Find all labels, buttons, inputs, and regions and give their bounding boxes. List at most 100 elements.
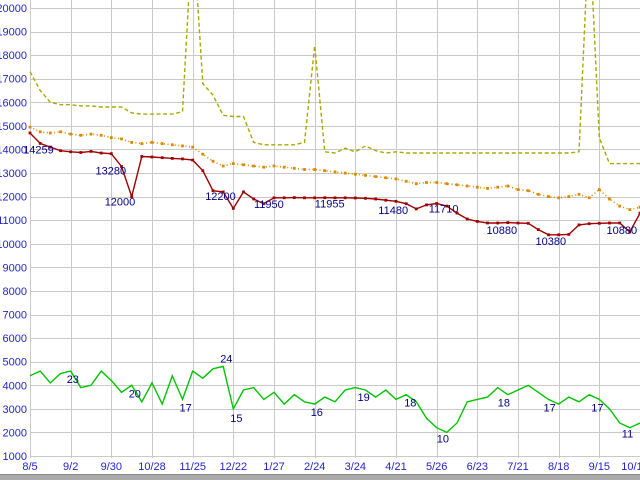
data-point-marker	[394, 177, 398, 181]
data-point-marker	[282, 196, 286, 200]
point-label: 11	[622, 429, 633, 441]
data-point-marker	[455, 183, 459, 187]
point-label: 14259	[23, 144, 54, 156]
x-tick-label: 8/18	[548, 461, 569, 473]
y-tick-label: 2000	[3, 427, 27, 439]
y-tick-label: 6000	[3, 333, 27, 345]
x-tick-label: 9/30	[101, 461, 122, 473]
data-point-marker	[242, 163, 245, 167]
data-point-marker	[252, 164, 256, 168]
data-point-marker	[628, 208, 632, 211]
data-point-marker	[221, 164, 225, 168]
y-tick-label: 20000	[0, 3, 27, 15]
data-point-marker	[323, 169, 327, 173]
data-point-marker	[414, 182, 418, 186]
data-point-marker	[557, 196, 561, 200]
data-point-marker	[28, 131, 32, 135]
point-label: 18	[404, 398, 416, 410]
data-point-marker	[353, 196, 357, 200]
data-point-marker	[404, 179, 408, 183]
data-point-marker	[455, 211, 459, 215]
series-green-solid	[29, 365, 640, 434]
data-point-marker	[160, 156, 164, 160]
data-point-marker	[272, 196, 276, 200]
data-point-marker	[120, 165, 123, 168]
data-point-marker	[577, 192, 581, 196]
x-tick-label: 5/26	[426, 461, 447, 473]
y-tick-label: 5000	[3, 357, 27, 369]
point-label: 11480	[378, 205, 408, 217]
y-tick-label: 14000	[0, 145, 27, 157]
x-tick-label: 4/21	[385, 461, 406, 473]
data-point-marker	[221, 190, 225, 194]
data-point-marker	[89, 132, 93, 136]
data-point-marker	[465, 184, 469, 188]
data-point-marker	[140, 155, 144, 158]
point-label: 18	[498, 398, 510, 410]
point-label: 17	[180, 402, 192, 414]
data-point-marker	[587, 222, 591, 226]
y-tick-label: 16000	[0, 97, 27, 109]
data-point-marker	[374, 175, 378, 178]
data-point-marker	[608, 221, 611, 225]
point-label: 17	[591, 402, 603, 414]
data-point-marker	[292, 166, 296, 170]
data-point-marker	[313, 196, 317, 200]
data-point-marker	[618, 221, 622, 225]
data-point-marker	[140, 142, 144, 145]
y-tick-label: 1000	[3, 451, 27, 463]
data-point-marker	[384, 198, 388, 202]
data-point-marker	[79, 151, 83, 154]
data-point-marker	[109, 152, 113, 156]
x-tick-label: 10/28	[138, 461, 166, 473]
y-tick-label: 18000	[0, 50, 27, 62]
data-point-marker	[343, 196, 347, 200]
data-point-marker	[303, 196, 306, 200]
point-label: 20	[129, 388, 141, 400]
data-point-marker	[150, 141, 154, 144]
data-point-marker	[69, 150, 73, 154]
data-point-marker	[435, 202, 439, 205]
point-label: 15	[230, 413, 242, 425]
data-point-marker	[191, 158, 195, 162]
data-point-marker	[170, 157, 174, 160]
y-tick-label: 19000	[0, 27, 27, 39]
data-point-marker	[353, 172, 357, 176]
x-tick-label: 2/24	[304, 461, 325, 473]
y-tick-label: 4000	[3, 380, 27, 392]
data-point-marker	[394, 199, 398, 203]
y-tick-label: 9000	[3, 262, 27, 274]
data-point-marker	[536, 228, 540, 231]
y-tick-label: 11000	[0, 215, 27, 227]
data-point-marker	[99, 151, 103, 155]
x-tick-label: 11/25	[179, 461, 206, 473]
data-point-marker	[516, 221, 520, 225]
point-label: 11950	[254, 199, 284, 211]
data-point-marker	[506, 184, 510, 188]
x-tick-label: 10/13	[621, 461, 640, 473]
data-point-marker	[384, 176, 388, 180]
data-point-marker	[38, 142, 42, 145]
series-red-solid	[28, 131, 640, 237]
data-point-marker	[445, 182, 449, 186]
data-point-marker	[181, 144, 184, 148]
data-point-marker	[211, 189, 215, 193]
x-tick-label: 9/15	[589, 461, 610, 473]
x-tick-label: 8/5	[22, 461, 37, 473]
data-point-marker	[597, 188, 601, 191]
y-tick-label: 7000	[3, 310, 27, 322]
point-label: 12000	[105, 197, 136, 209]
data-point-marker	[231, 207, 235, 210]
data-point-marker	[323, 196, 327, 200]
data-point-marker	[496, 221, 500, 225]
data-point-marker	[587, 196, 591, 200]
data-point-marker	[150, 155, 154, 159]
data-point-marker	[181, 157, 184, 161]
bottom-edge-bar	[0, 474, 640, 480]
y-axis-labels: 20000 19000 18000 17000 16000 15000 14000 13000…	[0, 3, 27, 463]
data-point-marker	[262, 202, 266, 206]
data-point-marker	[99, 133, 103, 137]
data-point-marker	[475, 185, 479, 189]
point-label: 10380	[536, 236, 567, 248]
